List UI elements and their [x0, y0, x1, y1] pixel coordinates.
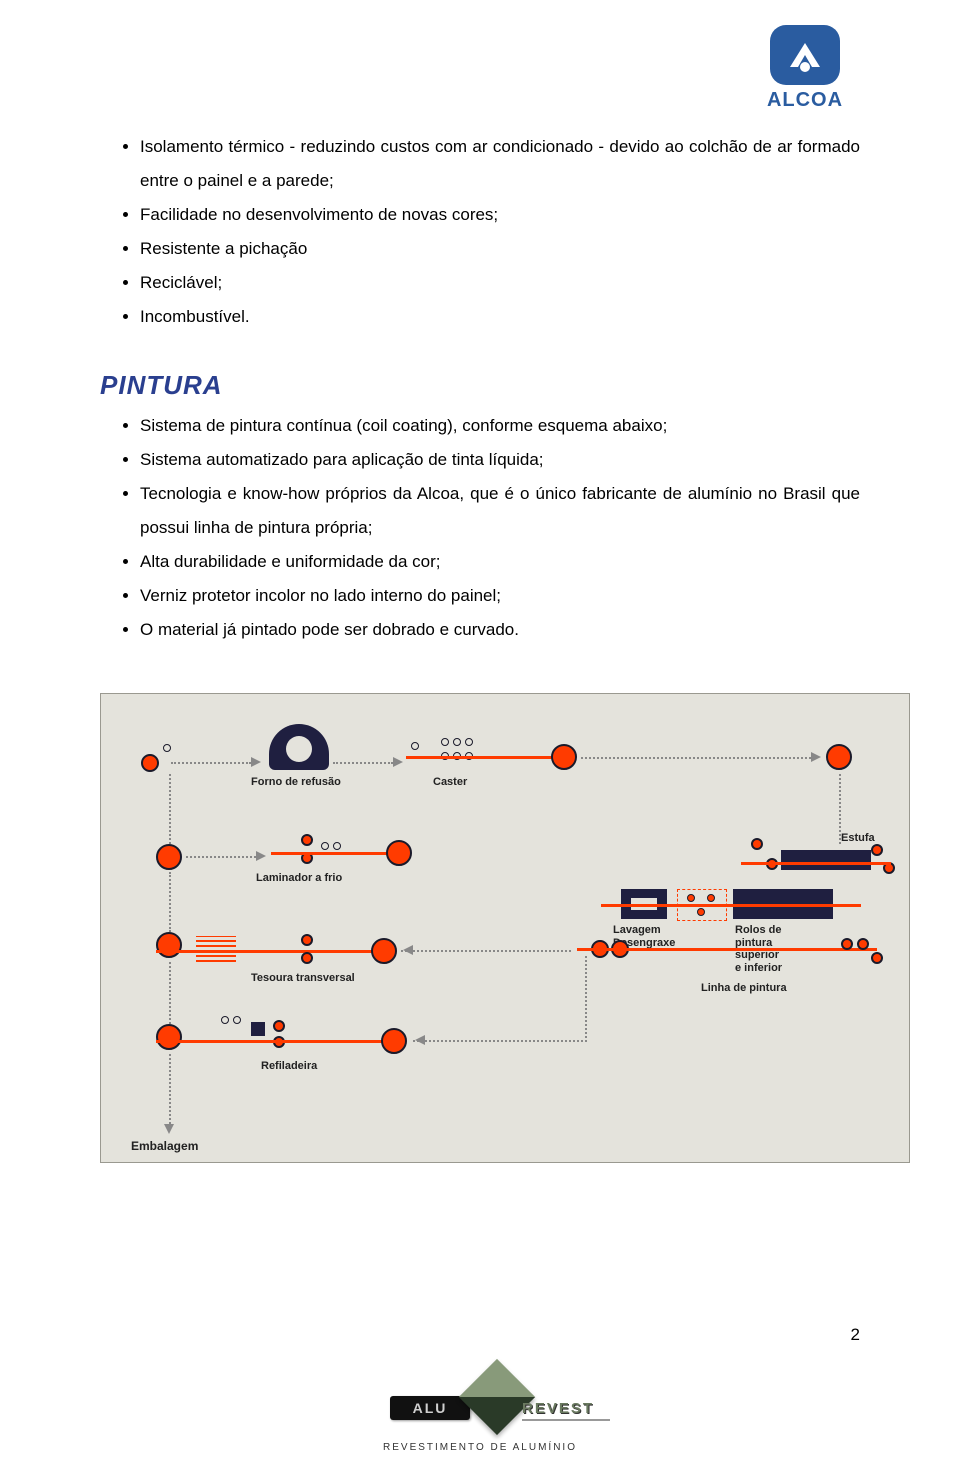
- roller-icon: [301, 834, 313, 846]
- footer: ALU REVEST REVESTIMENTO DE ALUMÍNIO: [0, 1370, 960, 1453]
- alu-text: ALU: [413, 1400, 448, 1416]
- label-linha: Linha de pintura: [701, 982, 787, 995]
- list-item: Resistente a pichação: [140, 232, 860, 266]
- page-number: 2: [851, 1325, 860, 1345]
- roller-icon: [697, 908, 705, 916]
- roller-icon: [156, 1024, 182, 1050]
- revest-text: REVEST: [522, 1400, 594, 1417]
- alcoa-logo: ALCOA: [750, 25, 860, 112]
- roller-icon: [233, 1016, 241, 1024]
- roller-icon: [441, 738, 449, 746]
- roller-icon: [871, 952, 883, 964]
- flow-line: [406, 756, 556, 759]
- label-tesoura: Tesoura transversal: [251, 972, 355, 985]
- roller-icon: [156, 932, 182, 958]
- flow-line: [401, 950, 571, 952]
- diamond-icon: [459, 1359, 535, 1435]
- list-item: Reciclável;: [140, 266, 860, 300]
- label-caster: Caster: [433, 776, 467, 789]
- list-item: Facilidade no desenvolvimento de novas c…: [140, 198, 860, 232]
- flow-line: [156, 1040, 386, 1043]
- flow-line: [601, 904, 861, 907]
- roller-icon: [857, 938, 869, 950]
- block-shape: [251, 1022, 265, 1036]
- list-item: Incombustível.: [140, 300, 860, 334]
- flow-line: [577, 948, 877, 951]
- flow-line: [169, 1054, 171, 1124]
- flow-line: [156, 950, 376, 953]
- flow-line: [271, 852, 391, 855]
- pintura-bullet-list: Sistema de pintura contínua (coil coatin…: [140, 409, 860, 647]
- label-embalagem: Embalagem: [131, 1140, 198, 1154]
- roller-icon: [826, 744, 852, 770]
- flow-line: [169, 962, 171, 1024]
- roller-icon: [386, 840, 412, 866]
- roller-icon: [841, 938, 853, 950]
- process-diagram: Forno de refusão Caster Laminador a frio: [100, 693, 910, 1163]
- flow-line: [171, 762, 251, 764]
- alcoa-logo-text: ALCOA: [750, 89, 860, 112]
- estufa-shape: [781, 850, 871, 870]
- list-item: Verniz protetor incolor no lado interno …: [140, 579, 860, 613]
- roller-icon: [551, 744, 577, 770]
- list-item: Sistema de pintura contínua (coil coatin…: [140, 409, 860, 443]
- roller-icon: [301, 952, 313, 964]
- roller-icon: [871, 844, 883, 856]
- hatch-shape: [196, 936, 236, 962]
- label-estufa: Estufa: [841, 832, 875, 845]
- roller-icon: [411, 742, 419, 750]
- roller-icon: [453, 738, 461, 746]
- flow-line: [333, 762, 393, 764]
- footer-logo: ALU REVEST: [350, 1370, 610, 1440]
- footer-subtitle: REVESTIMENTO DE ALUMÍNIO: [0, 1442, 960, 1453]
- roller-icon: [333, 842, 341, 850]
- flow-line: [413, 1040, 583, 1042]
- flow-line: [169, 872, 171, 932]
- roller-icon: [301, 934, 313, 946]
- flow-line: [585, 956, 587, 1042]
- arrow-icon: [164, 1124, 174, 1134]
- arrow-icon: [251, 757, 261, 767]
- flow-line: [169, 774, 171, 844]
- roller-icon: [163, 744, 171, 752]
- revest-line: [522, 1419, 610, 1421]
- forno-shape: [269, 724, 329, 770]
- alu-badge: ALU: [390, 1396, 470, 1420]
- list-item: Alta durabilidade e uniformidade da cor;: [140, 545, 860, 579]
- intro-bullet-list: Isolamento térmico - reduzindo custos co…: [140, 130, 860, 334]
- roller-icon: [707, 894, 715, 902]
- list-item: Tecnologia e know-how próprios da Alcoa,…: [140, 477, 860, 545]
- roller-icon: [141, 754, 159, 772]
- roller-icon: [687, 894, 695, 902]
- roller-icon: [156, 844, 182, 870]
- roller-icon: [751, 838, 763, 850]
- arrow-icon: [811, 752, 821, 762]
- label-laminador: Laminador a frio: [256, 872, 342, 885]
- label-forno: Forno de refusão: [251, 776, 341, 789]
- list-item: Isolamento térmico - reduzindo custos co…: [140, 130, 860, 198]
- label-refiladeira: Refiladeira: [261, 1060, 317, 1073]
- roller-icon: [321, 842, 329, 850]
- flow-line: [581, 757, 811, 759]
- arrow-icon: [403, 945, 413, 955]
- list-item: O material já pintado pode ser dobrado e…: [140, 613, 860, 647]
- section-title-pintura: PINTURA: [100, 370, 860, 401]
- flow-line: [741, 862, 891, 865]
- roller-icon: [371, 938, 397, 964]
- list-item: Sistema automatizado para aplicação de t…: [140, 443, 860, 477]
- flow-line: [186, 856, 256, 858]
- roller-icon: [221, 1016, 229, 1024]
- arrow-icon: [256, 851, 266, 861]
- roller-icon: [465, 738, 473, 746]
- roller-icon: [273, 1020, 285, 1032]
- arrow-icon: [393, 757, 403, 767]
- alcoa-icon: [770, 25, 840, 85]
- arrow-icon: [415, 1035, 425, 1045]
- roller-icon: [381, 1028, 407, 1054]
